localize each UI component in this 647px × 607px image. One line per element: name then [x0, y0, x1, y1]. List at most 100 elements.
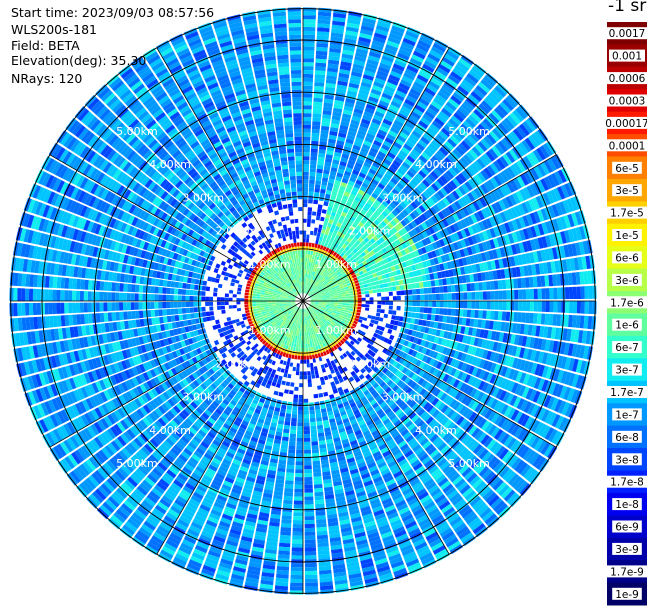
range-gate: [286, 468, 295, 473]
range-gate: [418, 353, 425, 361]
range-gate: [482, 291, 487, 300]
range-gate: [361, 246, 367, 252]
range-gate: [388, 305, 393, 310]
range-gate: [364, 324, 369, 330]
range-gate: [362, 336, 368, 342]
range-gate: [495, 446, 506, 458]
range-gate: [388, 166, 397, 174]
range-gate: [404, 68, 417, 77]
range-gate: [304, 289, 306, 294]
range-gate: [567, 229, 575, 243]
range-gate: [337, 308, 342, 311]
range-gate: [309, 278, 312, 283]
range-gate: [397, 274, 403, 280]
range-gate: [530, 167, 540, 181]
range-gate: [411, 283, 416, 289]
range-gate: [340, 287, 345, 291]
range-gate: [520, 414, 530, 427]
range-gate: [341, 238, 347, 244]
range-gate: [379, 203, 387, 211]
range-gate: [536, 147, 547, 161]
range-gate: [493, 400, 502, 412]
range-gate: [528, 276, 534, 288]
range-gate: [314, 255, 318, 260]
range-gate: [316, 46, 328, 52]
range-gate: [421, 347, 428, 355]
range-gate: [346, 298, 350, 301]
range-gate: [456, 381, 464, 390]
range-gate: [516, 160, 526, 173]
range-gate: [309, 402, 314, 407]
range-gate: [316, 256, 320, 261]
range-gate: [309, 274, 312, 279]
range-gate: [452, 148, 462, 159]
range-gate: [304, 535, 316, 540]
range-gate: [526, 361, 534, 374]
range-gate: [578, 241, 585, 255]
range-gate: [314, 227, 318, 232]
range-gate: [381, 55, 394, 63]
range-gate: [308, 293, 313, 296]
range-gate: [311, 280, 315, 284]
range-gate: [347, 243, 353, 249]
range-gate: [314, 405, 321, 410]
range-gate: [520, 173, 529, 186]
range-gate: [486, 439, 497, 450]
range-gate: [437, 271, 442, 279]
range-gate: [317, 260, 321, 266]
range-gate: [312, 307, 317, 311]
range-gate: [381, 190, 389, 197]
range-gate: [553, 301, 558, 313]
range-gate: [323, 169, 330, 175]
range-gate: [522, 241, 529, 253]
range-gate: [564, 287, 570, 300]
range-gate: [320, 289, 324, 292]
range-gate: [378, 230, 385, 237]
range-gate: [493, 352, 500, 363]
range-gate: [390, 374, 398, 382]
range-gate: [547, 396, 556, 410]
range-gate: [517, 335, 524, 346]
range-gate: [335, 269, 340, 274]
range-gate: [338, 164, 346, 171]
range-gate: [345, 296, 350, 299]
range-gate: [448, 192, 457, 202]
range-gate: [284, 389, 289, 394]
range-gate: [305, 242, 309, 247]
range-gate: [494, 301, 499, 310]
range-gate: [401, 41, 415, 50]
range-gate: [491, 88, 504, 101]
range-gate: [314, 303, 319, 305]
range-gate: [515, 346, 522, 358]
range-gate: [418, 170, 427, 179]
range-gate: [344, 268, 349, 273]
range-gate: [360, 257, 366, 263]
range-gate: [435, 240, 442, 249]
range-gate: [468, 149, 479, 160]
range-gate: [312, 267, 316, 272]
range-gate: [526, 153, 536, 167]
range-gate: [372, 85, 383, 93]
range-gate: [404, 295, 409, 301]
range-gate: [340, 121, 350, 127]
range-gate: [326, 302, 331, 304]
range-gate: [335, 248, 340, 254]
range-gate: [333, 155, 341, 161]
range-gate: [375, 232, 382, 239]
range-gate: [473, 212, 482, 222]
range-gate: [444, 141, 455, 151]
range-gate: [383, 258, 389, 264]
range-gate: [414, 47, 428, 56]
range-gate: [480, 183, 489, 194]
range-gate: [321, 294, 326, 297]
range-gate: [320, 282, 325, 287]
range-gate: [334, 299, 339, 301]
range-gate: [347, 159, 356, 166]
range-gate: [329, 227, 335, 233]
range-gate: [445, 216, 453, 226]
range-gate: [351, 274, 357, 279]
range-gate: [415, 173, 424, 182]
range-gate: [282, 503, 293, 509]
range-gate: [422, 133, 433, 142]
range-gate: [286, 361, 290, 367]
